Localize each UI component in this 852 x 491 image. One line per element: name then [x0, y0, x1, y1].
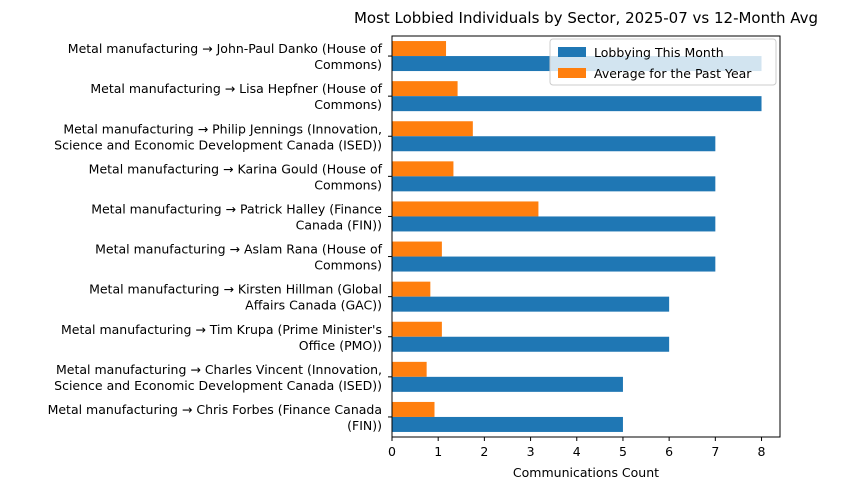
x-axis-title: Communications Count: [513, 465, 659, 480]
y-tick-label: Metal manufacturing → Aslam Rana (House …: [95, 242, 382, 273]
chart-title: Most Lobbied Individuals by Sector, 2025…: [354, 9, 818, 27]
x-axis-ticks: 0 1 2 3 4 5 6 7 8: [388, 437, 766, 459]
y-tick-label-line: Science and Economic Development Canada …: [54, 137, 382, 152]
y-tick-label-line: Metal manufacturing → Chris Forbes (Fina…: [48, 402, 382, 417]
y-tick-label-line: Science and Economic Development Canada …: [54, 378, 382, 393]
y-tick-label: Metal manufacturing → Patrick Halley (Fi…: [91, 201, 382, 232]
y-tick-label-line: Metal manufacturing → Aslam Rana (House …: [95, 242, 382, 257]
bar-average-past-year: [392, 361, 427, 377]
y-tick-label-line: Metal manufacturing → Tim Krupa (Prime M…: [61, 322, 382, 337]
x-tick-label: 2: [480, 444, 488, 459]
x-tick-label: 1: [434, 444, 442, 459]
y-tick-label-line: Canada (FIN)): [296, 217, 382, 232]
y-tick-label-line: Metal manufacturing → Karina Gould (Hous…: [89, 161, 383, 176]
bar-average-past-year: [392, 81, 458, 97]
y-tick-label: Metal manufacturing → Charles Vincent (I…: [54, 362, 382, 393]
x-tick-label: 8: [758, 444, 766, 459]
legend-swatch: [558, 47, 586, 57]
bar-lobbying-this-month: [392, 336, 670, 352]
y-tick-label-line: Affairs Canada (GAC)): [245, 298, 382, 313]
y-axis-ticks: Metal manufacturing → John-Paul Danko (H…: [48, 41, 392, 433]
bar-average-past-year: [392, 121, 473, 137]
legend-frame: [549, 38, 777, 86]
x-tick-label: 5: [619, 444, 627, 459]
legend-label: Average for the Past Year: [594, 66, 752, 81]
bar-average-past-year: [392, 161, 454, 177]
bar-lobbying-this-month: [392, 256, 716, 272]
bar-average-past-year: [392, 241, 442, 257]
y-tick-label: Metal manufacturing → Karina Gould (Hous…: [89, 161, 383, 192]
x-tick-label: 6: [665, 444, 673, 459]
y-tick-label-line: Metal manufacturing → Philip Jennings (I…: [63, 121, 382, 136]
y-tick-label: Metal manufacturing → Kirsten Hillman (G…: [89, 282, 382, 313]
y-tick-label-line: Metal manufacturing → John-Paul Danko (H…: [68, 41, 383, 56]
y-tick-label-line: Commons): [314, 258, 382, 273]
x-tick-label: 4: [573, 444, 581, 459]
bar-lobbying-this-month: [392, 176, 716, 192]
y-tick-label-line: Office (PMO)): [299, 338, 382, 353]
bar-average-past-year: [392, 401, 435, 417]
bar-average-past-year: [392, 41, 447, 57]
y-tick-label-line: Commons): [314, 97, 382, 112]
bar-lobbying-this-month: [392, 416, 623, 432]
y-tick-label: Metal manufacturing → Philip Jennings (I…: [54, 121, 382, 152]
y-tick-label-line: Metal manufacturing → Patrick Halley (Fi…: [91, 201, 382, 216]
bar-lobbying-this-month: [392, 296, 670, 312]
y-tick-label-line: Metal manufacturing → Charles Vincent (I…: [56, 362, 382, 377]
y-tick-label: Metal manufacturing → John-Paul Danko (H…: [68, 41, 383, 72]
y-tick-label: Metal manufacturing → Chris Forbes (Fina…: [48, 402, 382, 433]
y-tick-label-line: Commons): [314, 177, 382, 192]
y-tick-label-line: Commons): [314, 57, 382, 72]
bar-lobbying-this-month: [392, 96, 762, 112]
legend-label: Lobbying This Month: [594, 45, 724, 60]
bar-lobbying-this-month: [392, 376, 623, 392]
x-tick-label: 7: [711, 444, 719, 459]
bar-lobbying-this-month: [392, 136, 716, 152]
y-tick-label: Metal manufacturing → Tim Krupa (Prime M…: [61, 322, 382, 353]
bar-lobbying-this-month: [392, 216, 716, 232]
x-tick-label: 3: [527, 444, 535, 459]
bar-average-past-year: [392, 321, 442, 337]
plot-frame: [391, 35, 781, 438]
y-tick-label-line: Metal manufacturing → Lisa Hepfner (Hous…: [90, 81, 382, 96]
bars-group: [392, 41, 762, 432]
legend: Lobbying This Month Average for the Past …: [549, 38, 777, 86]
x-tick-label: 0: [388, 444, 396, 459]
y-tick-label-line: (FIN)): [347, 418, 382, 433]
legend-swatch: [558, 68, 586, 78]
y-tick-label: Metal manufacturing → Lisa Hepfner (Hous…: [90, 81, 382, 112]
bar-average-past-year: [392, 281, 431, 297]
bar-average-past-year: [392, 201, 539, 217]
y-tick-label-line: Metal manufacturing → Kirsten Hillman (G…: [89, 282, 382, 297]
